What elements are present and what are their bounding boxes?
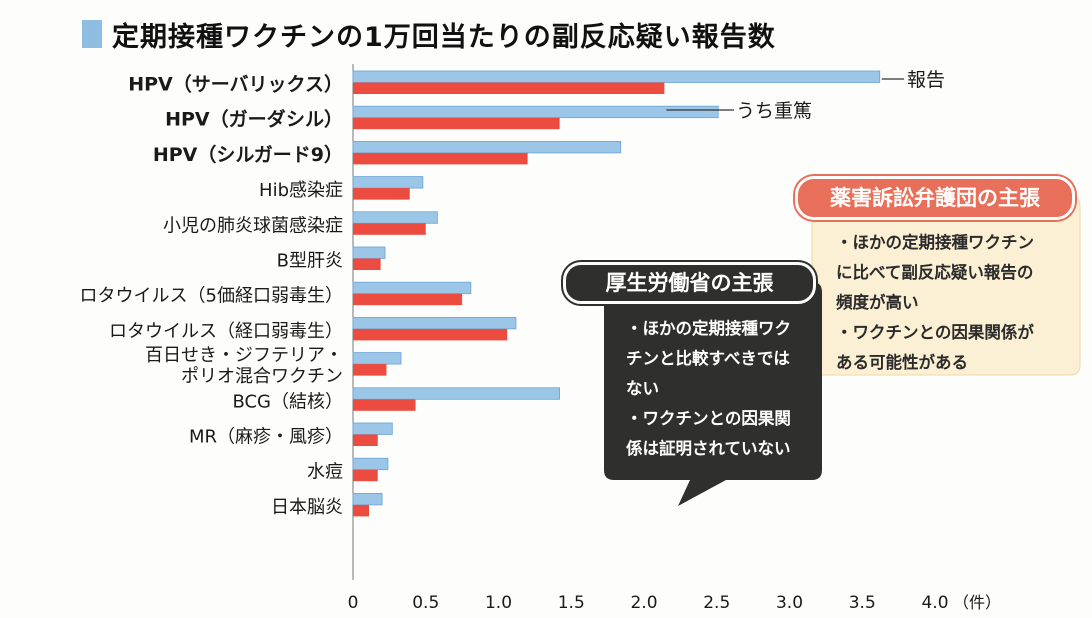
- bar-serious-10: [353, 434, 378, 446]
- bar-serious-6: [353, 293, 463, 306]
- x-tick-label-4: 2.0: [630, 593, 657, 613]
- bar-report-5: [352, 246, 386, 259]
- category-label-4: 小児の肺炎球菌感染症: [163, 215, 343, 236]
- x-tick-label-8: 4.0: [921, 593, 948, 613]
- bar-serious-5: [353, 258, 381, 270]
- x-axis-unit: （件）: [953, 593, 1001, 612]
- bar-report-2: [352, 140, 622, 154]
- lawyers-claim-2: ・ワクチンとの因果関係がある可能性がある: [836, 323, 1034, 372]
- x-tick-label-1: 0.5: [412, 593, 439, 613]
- lawyers-heading: 薬害訴訟弁護団の主張: [795, 176, 1075, 220]
- bar-serious-9: [353, 399, 416, 411]
- bar-report-4: [352, 211, 438, 224]
- title-marker: [82, 20, 102, 48]
- bar-report-10: [352, 422, 393, 435]
- bar-report-12: [352, 492, 383, 506]
- category-label-7: ロタウイルス（経口弱毒生）: [109, 321, 343, 342]
- mhlw-claim-2: ・ワクチンとの因果関係は証明されていない: [626, 409, 791, 458]
- category-label-8-1: ポリオ混合ワクチン: [181, 366, 343, 387]
- bar-report-0: [352, 70, 881, 83]
- mhlw-claim-1: ・ほかの定期接種ワクチンと比較すべきではない: [626, 319, 791, 398]
- bar-report-8: [352, 352, 402, 365]
- lawyers-claims: ・ほかの定期接種ワクチンに比べて副反応疑い報告の頻度が高い ・ワクチンとの因果関…: [836, 228, 1046, 378]
- bar-serious-11: [353, 469, 378, 482]
- mhlw-claims: ・ほかの定期接種ワクチンと比較すべきではない ・ワクチンとの因果関係は証明されて…: [626, 314, 804, 464]
- category-label-12: 日本脳炎: [271, 497, 343, 518]
- category-label-6: ロタウイルス（5価経口弱毒生）: [80, 286, 343, 307]
- x-tick-label-6: 3.0: [776, 593, 803, 613]
- x-tick-label-7: 3.5: [849, 593, 876, 613]
- chart-title-block: 定期接種ワクチンの1万回当たりの副反応疑い報告数: [82, 14, 776, 54]
- bar-serious-7: [353, 328, 508, 341]
- bar-serious-4: [353, 223, 426, 235]
- category-label-10: MR（麻疹・風疹）: [189, 427, 343, 448]
- bar-report-9: [352, 387, 561, 400]
- category-label-5: B型肝炎: [277, 251, 343, 272]
- category-label-0: HPV（サーバリックス）: [128, 73, 343, 96]
- bar-serious-8: [353, 364, 387, 376]
- bar-serious-0: [353, 82, 665, 94]
- category-label-1: HPV（ガーダシル）: [165, 108, 343, 131]
- mhlw-heading: 厚生労働省の主張: [563, 262, 816, 304]
- bar-report-3: [352, 176, 424, 189]
- category-label-2: HPV（シルガード9）: [153, 143, 343, 166]
- chart-title: 定期接種ワクチンの1万回当たりの副反応疑い報告数: [112, 21, 776, 53]
- x-tick-label-3: 1.5: [558, 593, 585, 613]
- legend-label-report: 報告: [907, 69, 945, 91]
- x-tick-label-2: 1.0: [485, 593, 512, 613]
- lawyers-claim-1: ・ほかの定期接種ワクチンに比べて副反応疑い報告の頻度が高い: [836, 233, 1034, 312]
- category-label-9: BCG（結核）: [232, 391, 343, 412]
- mhlw-balloon: [604, 282, 822, 506]
- bar-report-7: [352, 316, 517, 330]
- bar-report-11: [352, 457, 389, 471]
- x-tick-label-5: 2.5: [703, 593, 730, 613]
- bar-serious-1: [353, 117, 560, 130]
- bar-report-1: [352, 105, 719, 119]
- bar-serious-12: [353, 504, 370, 517]
- bar-report-6: [352, 281, 472, 295]
- legend-label-serious: うち重篤: [736, 100, 812, 122]
- category-label-11: 水痘: [307, 462, 343, 483]
- bar-serious-3: [353, 188, 410, 200]
- category-label-8-0: 百日せき・ジフテリア・: [145, 345, 343, 366]
- x-tick-label-0: 0: [348, 593, 359, 613]
- bar-serious-2: [353, 152, 528, 165]
- category-label-3: Hib感染症: [259, 180, 343, 201]
